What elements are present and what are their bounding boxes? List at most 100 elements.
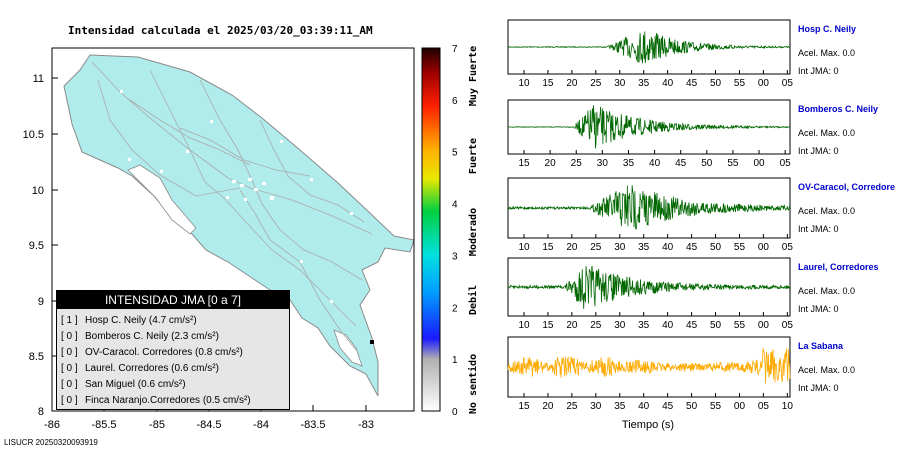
- legend-row-level: [ 1 ]: [61, 315, 78, 326]
- time-tick-label: 05: [780, 158, 792, 169]
- time-tick-label: 10: [518, 78, 530, 89]
- legend-row: [ 0 ] Laurel. Corredores (0.6 cm/s²): [61, 361, 289, 377]
- scale-tick-label: 3: [452, 251, 458, 262]
- station-jma: Int JMA: 0: [798, 304, 839, 314]
- map-x-tick-label: -83: [358, 419, 374, 431]
- legend-row-label: Bomberos C. Neily (2.3 cm/s²): [85, 331, 219, 342]
- station-jma: Int JMA: 0: [798, 66, 839, 76]
- time-tick-label: 05: [758, 401, 770, 412]
- station-info: Bomberos C. Neily Acel. Max. 0.0 Int JMA: …: [798, 104, 878, 156]
- time-tick-label: 50: [710, 320, 722, 331]
- scale-tick-label: 0: [452, 407, 458, 418]
- town-dots: [120, 90, 353, 303]
- time-tick-label: 45: [675, 158, 687, 169]
- time-tick-label: 15: [542, 242, 554, 253]
- scale-tick-label: 1: [452, 355, 458, 366]
- time-tick-label: 05: [782, 242, 794, 253]
- time-tick-label: 05: [782, 320, 794, 331]
- waveform-trace: [507, 265, 791, 310]
- legend-rows: [ 1 ] Hosp C. Neily (4.7 cm/s²) [ 0 ] Bombe…: [57, 309, 289, 409]
- scale-tick-label: 6: [452, 96, 458, 107]
- time-tick-label: 15: [518, 401, 530, 412]
- footer-id: LISUCR 20250320093919: [4, 438, 98, 447]
- time-tick-label: 45: [662, 401, 674, 412]
- station-acel: Acel. Max. 0.0: [798, 206, 856, 216]
- time-tick-label: 20: [566, 242, 578, 253]
- time-tick-label: 00: [758, 78, 770, 89]
- time-tick-label: 05: [782, 78, 794, 89]
- legend-row-level: [ 0 ]: [61, 347, 78, 358]
- legend-row: [ 0 ] San Miguel (0.6 cm/s²): [61, 377, 289, 393]
- golfo-dulce: [333, 329, 363, 367]
- time-tick-label: 40: [638, 401, 650, 412]
- time-tick-label: 35: [638, 320, 650, 331]
- road-network: [91, 61, 373, 351]
- station-jma: Int JMA: 0: [798, 383, 839, 393]
- time-tick-label: 00: [734, 401, 746, 412]
- time-tick-label: 20: [566, 78, 578, 89]
- time-tick-label: 45: [686, 320, 698, 331]
- scale-tick-label: 5: [452, 148, 458, 159]
- station-name: Bomberos C. Neily: [798, 104, 879, 114]
- map-title: Intensidad calculada el 2025/03/20_03:39…: [68, 24, 373, 37]
- station-jma: Int JMA: 0: [798, 146, 839, 156]
- time-tick-label: 25: [566, 401, 578, 412]
- map-frame: [51, 47, 415, 412]
- legend-row-label: Finca Naranjo.Corredores (0.5 cm/s²): [85, 395, 251, 406]
- map-y-tick-label: 11: [33, 73, 44, 85]
- station-info: La Sabana Acel. Max. 0.0 Int JMA: 0: [798, 341, 855, 393]
- map-y-tick-label: 8: [38, 406, 44, 418]
- station-name: Laurel, Corredores: [798, 262, 879, 272]
- station-name: La Sabana: [798, 341, 844, 351]
- costa-rica-landmass: [63, 54, 415, 397]
- station-acel: Acel. Max. 0.0: [798, 128, 856, 138]
- time-tick-label: 35: [623, 158, 635, 169]
- scale-ticks: 0 1 2 3 4 5 6 7: [452, 44, 458, 418]
- time-tick-label: 30: [614, 320, 626, 331]
- station-info: Hosp C. Neily Acel. Max. 0.0 Int JMA: 0: [798, 24, 856, 76]
- legend-row-level: [ 0 ]: [61, 363, 78, 374]
- time-tick-label: 15: [542, 320, 554, 331]
- scale-tick-label: 2: [452, 303, 458, 314]
- time-tick-label: 25: [590, 242, 602, 253]
- station-acel: Acel. Max. 0.0: [798, 286, 856, 296]
- map-y-tick-label: 10.5: [23, 129, 44, 141]
- map-x-ticks: -86 -85.5 -85 -84.5 -84 -83.5 -83: [44, 405, 374, 431]
- time-tick-label: 50: [701, 158, 713, 169]
- map-x-tick-label: -83.5: [300, 419, 325, 431]
- legend-row: [ 0 ] Finca Naranjo.Corredores (0.5 cm/s²…: [61, 393, 289, 409]
- station-acel: Acel. Max. 0.0: [798, 365, 856, 375]
- map-y-ticks: 11 10.5 10 9.5 9 8.5 8: [23, 73, 58, 418]
- map-y-tick-label: 9: [38, 296, 44, 308]
- intensity-color-scale: [421, 47, 441, 412]
- gulf-of-nicoya: [127, 164, 197, 235]
- station-acel: Acel. Max. 0.0: [798, 48, 856, 58]
- scale-category-label: Muy Fuerte: [468, 46, 479, 106]
- time-tick-label: 00: [758, 320, 770, 331]
- time-tick-label: 30: [590, 401, 602, 412]
- time-tick-label: 30: [614, 242, 626, 253]
- legend-row-label: San Miguel (0.6 cm/s²): [85, 379, 186, 390]
- station-name: Hosp C. Neily: [798, 24, 857, 34]
- time-tick-label: 25: [590, 320, 602, 331]
- legend-title: INTENSIDAD JMA [0 a 7]: [57, 291, 289, 309]
- time-tick-label: 40: [649, 158, 661, 169]
- time-tick-label: 40: [662, 320, 674, 331]
- scale-category-label: Moderado: [468, 208, 479, 256]
- waveform-trace: [507, 31, 791, 64]
- time-tick-label: 20: [566, 320, 578, 331]
- scale-tick-label: 7: [452, 44, 458, 55]
- map-x-tick-label: -85.5: [91, 419, 116, 431]
- time-tick-label: 55: [710, 401, 722, 412]
- waveform-trace: [507, 347, 791, 384]
- legend-row: [ 1 ] Hosp C. Neily (4.7 cm/s²): [61, 313, 289, 329]
- time-tick-label: 55: [734, 242, 746, 253]
- station-info: OV-Caracol, Corredore Acel. Max. 0.0 Int J…: [798, 182, 895, 234]
- legend-row-level: [ 0 ]: [61, 331, 78, 342]
- map-y-tick-label: 10: [32, 185, 44, 197]
- map-x-tick-label: -85: [149, 419, 165, 431]
- scale-tick-label: 4: [452, 200, 458, 211]
- time-tick-label: 40: [662, 242, 674, 253]
- waveform-trace: [507, 185, 791, 230]
